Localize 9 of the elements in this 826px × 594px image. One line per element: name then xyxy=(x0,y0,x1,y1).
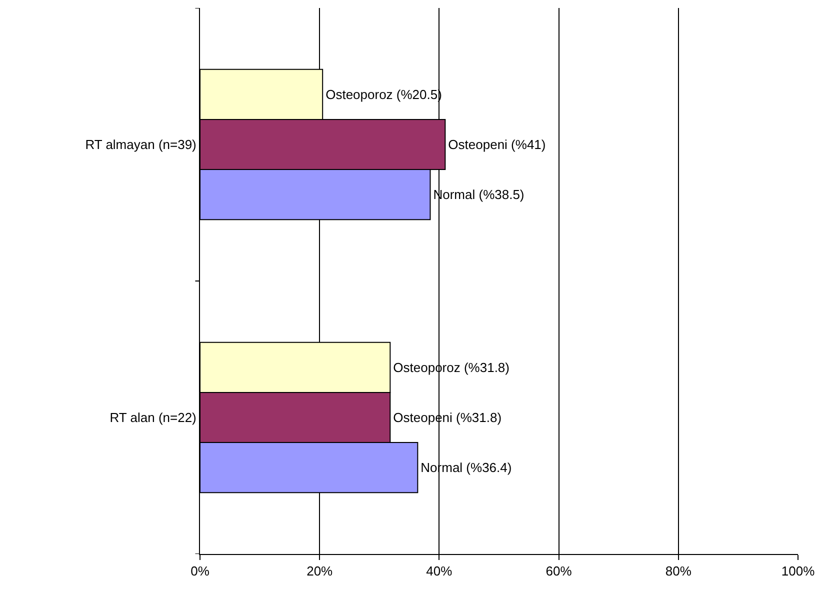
x-tick-label: 40% xyxy=(426,564,453,579)
x-tick-label: 100% xyxy=(781,564,816,579)
x-tick-label: 0% xyxy=(190,564,210,579)
data-label: Osteopeni (%41) xyxy=(448,137,546,152)
x-tick-label: 20% xyxy=(306,564,334,579)
x-tick-label: 60% xyxy=(546,564,572,579)
y-tick-label: RT alan (n=22) xyxy=(110,410,196,426)
y-tick-label: RT almayan (n=39) xyxy=(85,137,196,152)
x-tick-label: 80% xyxy=(665,564,692,579)
